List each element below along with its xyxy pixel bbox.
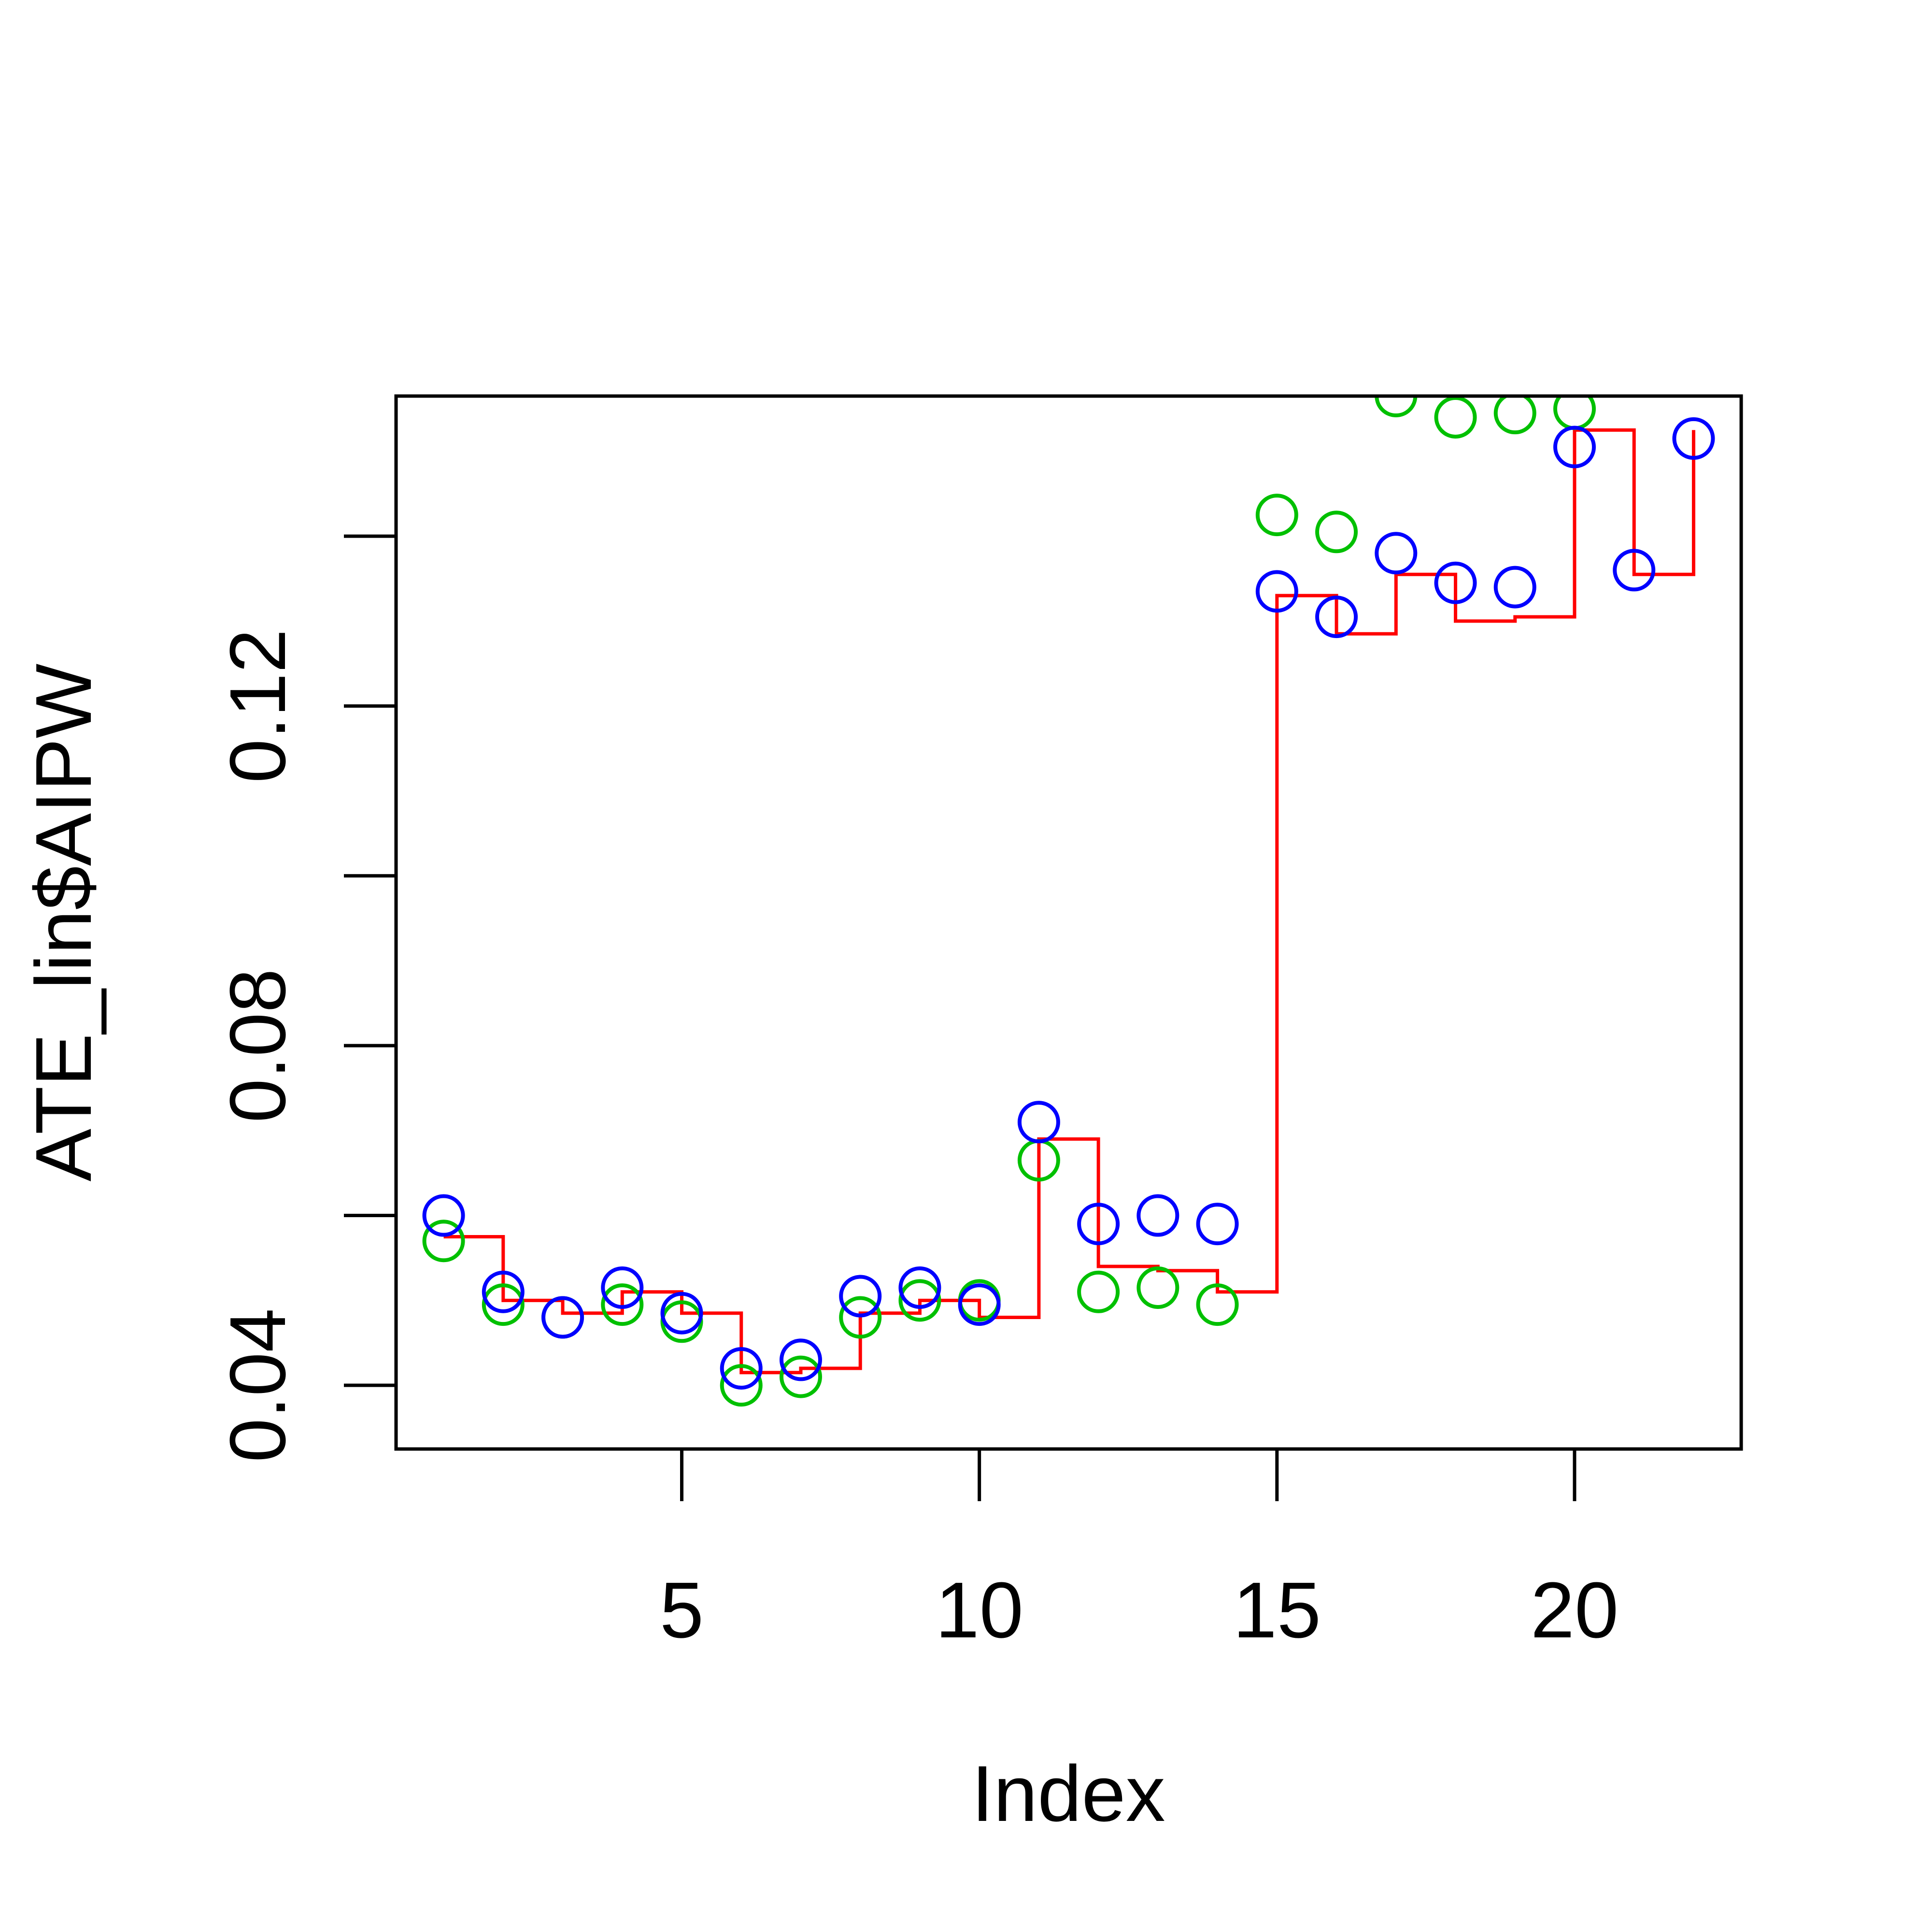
x-tick-label-1: 10 (935, 1566, 1023, 1654)
series-2-point-4 (601, 1266, 644, 1309)
x-axis: 5 10 15 20 (660, 1449, 1619, 1654)
series-2-point-19 (1493, 566, 1536, 609)
y-axis: 0.04 0.08 0.12 (213, 534, 396, 1463)
series-1-point-17 (1375, 396, 1418, 417)
plot-marks (422, 396, 1715, 1407)
series-2-point-3 (541, 1296, 584, 1339)
y-tick-label-0: 0.04 (213, 1308, 302, 1463)
x-tick-label-2: 15 (1233, 1566, 1321, 1654)
series-2-point-15 (1255, 570, 1298, 613)
series-1-point-7 (779, 1355, 822, 1398)
series-1-point-12 (1077, 1270, 1120, 1313)
plot-frame (394, 394, 1743, 1451)
series-2-point-2 (482, 1270, 525, 1313)
series-2-point-18 (1434, 561, 1477, 604)
series-2-point-11 (1017, 1101, 1060, 1144)
series-2-point-9 (898, 1266, 941, 1309)
series-2-point-16 (1315, 596, 1358, 639)
series-1-point-14 (1196, 1283, 1239, 1326)
series-1-point-8 (839, 1296, 882, 1339)
series-2-point-21 (1613, 549, 1656, 592)
series-2-point-10 (958, 1283, 1001, 1326)
series-2-point-6 (720, 1347, 763, 1390)
series-2-point-12 (1077, 1203, 1120, 1246)
series-1-point-1 (422, 1220, 465, 1263)
x-tick-label-0: 5 (660, 1566, 704, 1654)
series-1-point-13 (1136, 1266, 1179, 1309)
series-1-point-4 (601, 1283, 644, 1326)
series-1-point-6 (720, 1364, 763, 1407)
x-axis-label: Index (971, 1749, 1165, 1838)
series-1-point-9 (898, 1279, 941, 1322)
series-2-point-17 (1375, 532, 1418, 575)
series-2-point-20 (1553, 426, 1596, 469)
y-axis-label: ATE_lin$AIPW (19, 664, 108, 1182)
series-2-point-22 (1672, 417, 1715, 460)
y-tick-label-4: 0.12 (213, 629, 302, 783)
series-2-point-8 (839, 1275, 882, 1318)
series-2-point-1 (422, 1194, 465, 1237)
y-tick-label-2: 0.08 (213, 968, 302, 1122)
series-2-point-5 (660, 1292, 703, 1335)
series-1-point-15 (1255, 494, 1298, 537)
series-2-point-14 (1196, 1203, 1239, 1246)
x-tick-label-3: 20 (1531, 1566, 1619, 1654)
series-1-point-18 (1434, 396, 1477, 439)
series-1-point-16 (1315, 511, 1358, 554)
series-2-point-7 (779, 1338, 822, 1381)
series-1-point-2 (482, 1283, 525, 1326)
series-1-point-19 (1493, 396, 1536, 435)
series-2-point-13 (1136, 1194, 1179, 1237)
